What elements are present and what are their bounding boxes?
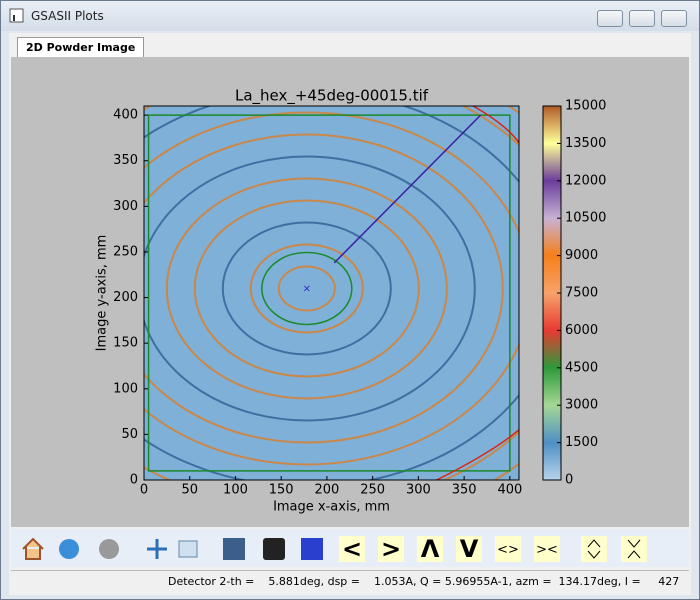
toolbar-button[interactable] xyxy=(339,536,365,562)
x-axis-label: Image x-axis, mm xyxy=(273,500,390,515)
x-tick-label: 300 xyxy=(406,483,431,498)
y-axis-label: Image y-axis, mm xyxy=(95,235,110,352)
azimuth-line xyxy=(333,114,482,264)
toolbar-button-label: <> xyxy=(497,543,519,558)
y-tick-label: 100 xyxy=(113,381,138,396)
toolbar-button[interactable] xyxy=(378,536,404,562)
y-tick-label: 300 xyxy=(113,199,138,214)
ring xyxy=(193,199,420,378)
pan-button[interactable] xyxy=(147,539,167,559)
y-tick-label: 0 xyxy=(130,473,138,488)
rings xyxy=(144,106,519,480)
y-tick-label: 150 xyxy=(113,336,138,351)
x-tick-label: 150 xyxy=(269,483,294,498)
ring xyxy=(144,133,504,444)
x-tick-label: 100 xyxy=(223,483,248,498)
axes-frame xyxy=(143,105,520,481)
edit-button[interactable] xyxy=(178,540,198,558)
status-bar: Detector 2-th = 5.881deg, dsp = 1.053A, … xyxy=(11,570,689,593)
x-tick-label: 0 xyxy=(140,483,148,498)
back-button[interactable] xyxy=(59,539,79,559)
toolbar-button[interactable] xyxy=(495,536,521,562)
ring xyxy=(277,265,336,312)
y-tick-label: 250 xyxy=(113,244,138,259)
toolbar-icons: < > Λ V <> >< xyxy=(22,535,647,563)
colorbar-tick-label: 6000 xyxy=(565,323,598,338)
plot-title: La_hex_+45deg-00015.tif xyxy=(235,87,429,106)
plot: × 0 50 100 150 200 250 300 350 400 0 50 100 150 200 250… xyxy=(95,87,607,515)
colorbar-tick-label: 0 xyxy=(565,473,573,488)
image xyxy=(144,106,519,480)
x-tick-label: 400 xyxy=(497,483,522,498)
y-tick-label: 350 xyxy=(113,153,138,168)
save-button[interactable] xyxy=(223,538,245,560)
minimize-button[interactable] xyxy=(597,10,623,27)
maximize-button[interactable] xyxy=(629,10,655,27)
ring xyxy=(144,155,476,422)
x-tick-label: 250 xyxy=(360,483,385,498)
app-icon xyxy=(9,8,24,23)
ring xyxy=(249,243,364,334)
status-text: Detector 2-th = 5.881deg, dsp = 1.053A, … xyxy=(168,575,680,588)
close-button[interactable] xyxy=(661,10,687,27)
x-tick-label: 200 xyxy=(315,483,340,498)
toolbar: < > Λ V <> >< xyxy=(11,529,689,567)
key-button[interactable] xyxy=(263,538,285,560)
window-title: GSASII Plots xyxy=(31,9,104,23)
limit-arc xyxy=(436,429,520,481)
limit-arc xyxy=(472,105,520,143)
mask-box xyxy=(147,114,511,472)
shrink-vertical-icon xyxy=(627,539,641,559)
help-button[interactable] xyxy=(301,538,323,560)
colorbar-tick-label: 3000 xyxy=(565,398,598,413)
y-tick-label: 400 xyxy=(113,108,138,123)
ring xyxy=(144,111,519,466)
ring xyxy=(221,221,392,356)
plot-area: × 0 50 100 150 200 250 300 350 400 0 50 100 150 200 250… xyxy=(11,57,689,527)
colorbar-tick-label: 12000 xyxy=(565,173,606,188)
colorbar-tick-label: 1500 xyxy=(565,435,598,450)
ring xyxy=(165,177,448,400)
toolbar-button-label: V xyxy=(460,535,479,563)
colorbar-tick-label: 15000 xyxy=(565,99,606,114)
colorbar-tick-label: 10500 xyxy=(565,211,606,226)
forward-button[interactable] xyxy=(99,539,119,559)
toolbar-button[interactable] xyxy=(417,536,443,562)
y-tick-label: 50 xyxy=(121,427,138,442)
colorbar-tick-label: 9000 xyxy=(565,248,598,263)
title-bar: GSASII Plots xyxy=(1,1,699,31)
x-tick-label: 50 xyxy=(181,483,198,498)
inner-ring xyxy=(261,251,353,326)
toolbar-button-label: Λ xyxy=(421,535,440,563)
tab[interactable]: 2D Powder Image xyxy=(17,37,145,57)
toolbar-button[interactable] xyxy=(534,536,560,562)
home-button[interactable] xyxy=(22,537,44,560)
x-tick-label: 350 xyxy=(452,483,477,498)
panel: 2D Powder Image × 0 50 100 150 200 250 300 350 40… xyxy=(9,33,691,595)
colorbar-tick-label: 4500 xyxy=(565,360,598,375)
colorbar-tick-label: 7500 xyxy=(565,286,598,301)
toolbar-button[interactable] xyxy=(456,536,482,562)
toolbar-button-label: > xyxy=(381,535,401,563)
center-marker: × xyxy=(303,283,311,294)
shrink-vertical-button[interactable] xyxy=(621,536,647,562)
stretch-vertical-icon xyxy=(587,539,601,559)
toolbar-button-label: < xyxy=(342,535,362,563)
toolbar-button-label: >< xyxy=(536,543,558,558)
y-tick-label: 200 xyxy=(113,290,138,305)
colorbar-tick-label: 13500 xyxy=(565,136,606,151)
